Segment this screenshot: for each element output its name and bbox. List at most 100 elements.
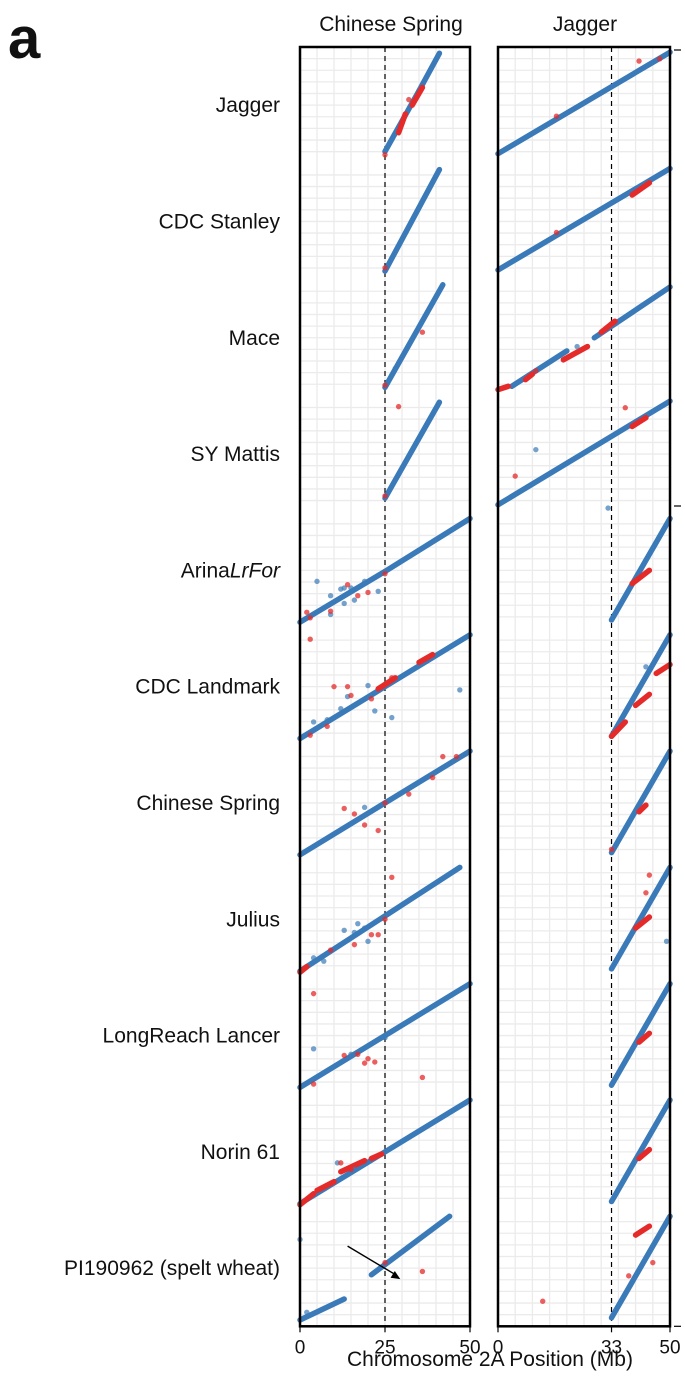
data-point-red	[636, 58, 642, 64]
data-point-blue	[355, 920, 361, 927]
row-label: SY Mattis	[191, 443, 280, 466]
data-marks	[297, 49, 673, 1323]
data-point-red	[406, 791, 412, 797]
row-label: PI190962 (spelt wheat)	[64, 1257, 280, 1280]
data-point-blue	[341, 585, 347, 591]
row-label-text: SY Mattis	[191, 443, 280, 466]
row-label-text: CDC Stanley	[159, 210, 281, 233]
tick-label: 33	[601, 1337, 622, 1358]
synteny-segment	[382, 399, 443, 501]
data-point-red	[643, 890, 649, 896]
data-point-red	[365, 1056, 371, 1062]
tick-label: 25	[374, 1337, 395, 1358]
data-point-blue	[324, 717, 330, 723]
data-point-red	[389, 874, 395, 881]
synteny-segment	[382, 515, 473, 575]
data-point-blue	[361, 925, 368, 931]
data-point-red	[348, 692, 354, 699]
data-point-blue	[341, 600, 347, 607]
data-point-red	[646, 872, 653, 878]
data-point-red	[453, 753, 460, 760]
data-point-blue	[310, 1046, 317, 1052]
row-label: Mace	[229, 327, 280, 350]
data-point-red	[304, 609, 310, 615]
row-labels: Jagger CDC Stanley Mace SY Mattis ArinaLrFor…	[64, 94, 281, 1280]
x-axis-title: Chromosome 2A Position (Mb)	[347, 1348, 633, 1371]
data-point-blue	[338, 706, 344, 712]
data-point-red	[389, 675, 395, 681]
synteny-segment	[608, 515, 673, 623]
inverted-segment	[632, 914, 653, 931]
data-point-red	[307, 732, 313, 738]
data-point-red	[382, 493, 388, 499]
panel-label: a	[8, 6, 41, 71]
data-point-red	[553, 113, 560, 119]
x-axis-ticks: 0 25 50 0 33 50	[295, 1326, 681, 1358]
synteny-segment	[608, 748, 673, 856]
data-point-red	[626, 1273, 632, 1279]
row-label: Norin 61	[201, 1141, 280, 1164]
data-point-red	[553, 229, 560, 236]
inverted-segment	[636, 802, 649, 815]
row-label: CDC Landmark	[135, 676, 280, 699]
inverted-segment	[629, 567, 653, 587]
synteny-segment	[608, 1213, 673, 1321]
data-point-red	[351, 811, 358, 817]
synteny-segment	[382, 166, 443, 274]
data-point-red	[361, 1060, 368, 1066]
row-label: CDC Stanley	[159, 210, 281, 233]
arrow-head	[390, 1271, 401, 1280]
data-point-blue	[365, 938, 371, 945]
data-point-red	[406, 96, 412, 103]
data-point-red	[533, 368, 539, 374]
data-point-red	[331, 683, 337, 690]
inverted-segment	[560, 343, 591, 363]
data-point-blue	[533, 446, 539, 453]
data-point-red	[382, 800, 388, 806]
data-point-red	[307, 615, 313, 621]
data-point-blue	[341, 927, 347, 933]
inverted-segment	[653, 661, 673, 677]
data-point-red	[656, 56, 663, 62]
data-point-red	[382, 152, 388, 158]
data-point-blue	[314, 578, 320, 585]
data-point-blue	[351, 597, 358, 603]
data-point-blue	[392, 365, 398, 372]
data-point-red	[419, 329, 426, 335]
data-point-red	[341, 805, 347, 812]
data-point-red	[327, 947, 334, 953]
data-point-red	[327, 608, 334, 614]
data-point-blue	[375, 588, 381, 595]
inverted-segment	[636, 1146, 653, 1162]
data-point-red	[341, 1052, 347, 1059]
data-point-red	[608, 846, 615, 852]
inverted-segment	[522, 371, 536, 383]
data-point-blue	[457, 687, 463, 693]
data-point-red	[382, 265, 388, 271]
inverted-segment	[636, 1030, 653, 1045]
row-label-italic: LrFor	[230, 559, 281, 582]
data-point-red	[382, 570, 388, 577]
inverted-segment	[495, 383, 512, 393]
data-point-blue	[348, 585, 354, 591]
row-label-text: Julius	[226, 908, 280, 931]
synteny-segment	[495, 49, 673, 157]
data-point-red	[344, 581, 351, 588]
data-point-blue	[324, 1068, 330, 1074]
grid-layer	[300, 47, 670, 1329]
synteny-segment	[416, 50, 443, 94]
column-title-jagger: Jagger	[553, 13, 617, 36]
row-label: ArinaLrFor	[181, 559, 281, 582]
inverted-segment	[368, 1151, 385, 1162]
data-point-blue	[574, 343, 580, 350]
inverted-segment	[314, 1178, 337, 1194]
synteny-segment	[608, 864, 673, 972]
data-point-blue	[389, 714, 395, 721]
data-point-blue	[382, 1035, 388, 1041]
inverted-segment	[416, 651, 436, 666]
data-point-red	[355, 1051, 361, 1058]
data-point-red	[351, 941, 358, 948]
row-label: Julius	[226, 908, 280, 931]
data-point-red	[368, 696, 375, 702]
data-point-red	[338, 1160, 344, 1166]
